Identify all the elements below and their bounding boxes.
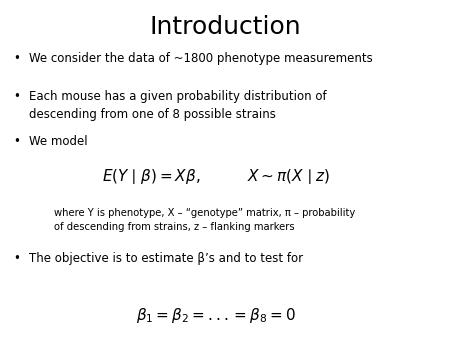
Text: We consider the data of ~1800 phenotype measurements: We consider the data of ~1800 phenotype … [29, 52, 373, 65]
Text: $E(Y \mid \beta) = X\beta, \quad\quad\quad X \sim \pi(X \mid z)$: $E(Y \mid \beta) = X\beta, \quad\quad\qu… [102, 167, 330, 186]
Text: We model: We model [29, 135, 88, 148]
Text: The objective is to estimate β’s and to test for: The objective is to estimate β’s and to … [29, 252, 303, 265]
Text: •: • [14, 52, 20, 65]
Text: Introduction: Introduction [149, 15, 301, 39]
Text: where Y is phenotype, X – “genotype” matrix, π – probability
of descending from : where Y is phenotype, X – “genotype” mat… [54, 208, 355, 232]
Text: Each mouse has a given probability distribution of
descending from one of 8 poss: Each mouse has a given probability distr… [29, 90, 327, 121]
Text: •: • [14, 135, 20, 148]
Text: •: • [14, 90, 20, 102]
Text: •: • [14, 252, 20, 265]
Text: $\beta_1 = \beta_2 = ... = \beta_8 = 0$: $\beta_1 = \beta_2 = ... = \beta_8 = 0$ [136, 306, 296, 325]
